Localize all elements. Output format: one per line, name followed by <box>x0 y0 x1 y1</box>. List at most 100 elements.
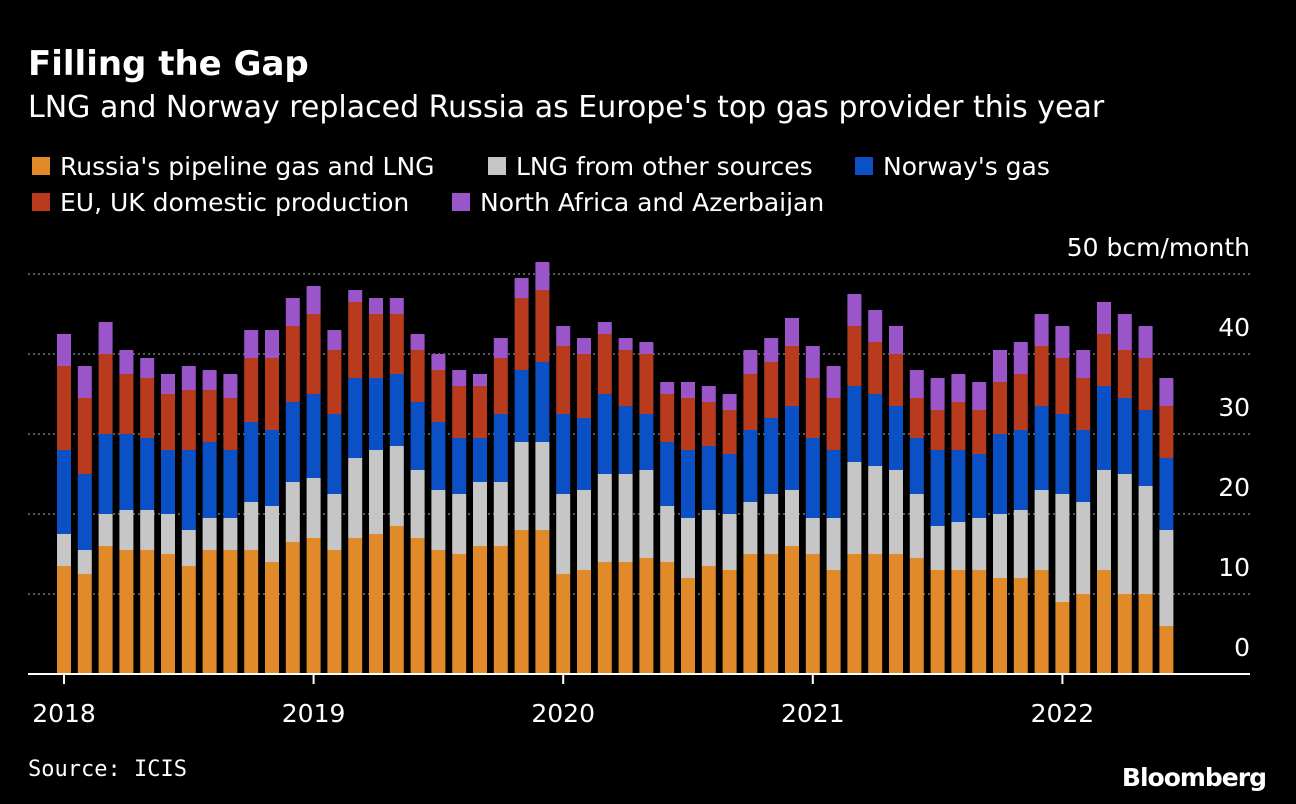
bar-segment <box>514 530 529 674</box>
bar-segment <box>265 430 279 506</box>
bar-segment <box>993 382 1007 434</box>
bar-segment <box>327 414 342 494</box>
bar-segment <box>348 538 363 674</box>
bar-segment <box>369 314 383 378</box>
bar-segment <box>993 434 1007 514</box>
legend-swatch <box>855 157 873 175</box>
bar-segment <box>348 458 363 538</box>
bar-segment <box>868 554 883 674</box>
bar-segment <box>993 578 1007 674</box>
bar-segment <box>1117 350 1132 398</box>
bar-segment <box>805 438 820 518</box>
bar-segment <box>1138 486 1153 594</box>
bar-segment <box>161 554 175 674</box>
bar-segment <box>327 550 342 674</box>
legend-label: LNG from other sources <box>516 152 813 181</box>
bar-segment <box>1013 510 1028 578</box>
bar-segment <box>223 374 238 398</box>
bar-segment <box>556 414 571 494</box>
bar-segment <box>473 546 487 674</box>
bar-segment <box>805 346 820 378</box>
bar-segment <box>514 370 529 442</box>
bar-segment <box>826 398 841 450</box>
bar-segment <box>473 374 487 386</box>
x-tick-label: 2021 <box>781 699 845 728</box>
bar-segment <box>1138 326 1153 358</box>
bar-segment <box>473 482 487 546</box>
bar-segment <box>556 574 571 674</box>
bar-segment <box>722 570 737 674</box>
bar-segment <box>244 422 259 502</box>
bar-segment <box>285 298 300 326</box>
bar-segment <box>389 374 404 446</box>
bar-segment <box>265 506 279 562</box>
bar-segment <box>764 338 779 362</box>
bar-segment <box>389 446 404 526</box>
bar-segment <box>639 354 654 414</box>
bar-segment <box>57 534 71 566</box>
bar-segment <box>868 310 883 342</box>
bar-segment <box>743 502 758 554</box>
bar-segment <box>909 558 924 674</box>
bar-segment <box>701 566 716 674</box>
bar-segment <box>556 326 571 346</box>
bar-segment <box>265 330 279 358</box>
bar-segment <box>951 570 966 674</box>
bar-segment <box>639 470 654 558</box>
bar-segment <box>993 350 1007 382</box>
bar-segment <box>930 410 945 450</box>
bar-segment <box>1076 378 1091 430</box>
legend-label: EU, UK domestic production <box>60 188 409 217</box>
bar-segment <box>826 366 841 398</box>
bar-segment <box>785 546 799 674</box>
bar-segment <box>618 338 633 350</box>
bar-segment <box>57 566 71 674</box>
bar-segment <box>410 334 425 350</box>
bar-segment <box>98 514 113 546</box>
bar-segment <box>785 406 799 490</box>
bar-segment <box>1159 626 1174 674</box>
brand-logo: Bloomberg <box>1122 763 1266 792</box>
bar-segment <box>951 522 966 570</box>
bar-segment <box>285 482 300 542</box>
bar-segment <box>826 518 841 570</box>
chart-subtitle: LNG and Norway replaced Russia as Europe… <box>28 90 1105 125</box>
bar-segment <box>181 366 196 390</box>
bar-segment <box>597 322 612 334</box>
bar-segment <box>77 366 92 398</box>
bar-segment <box>473 386 487 438</box>
bar-segment <box>265 562 279 674</box>
bar-segment <box>285 542 300 674</box>
bar-segment <box>930 450 945 526</box>
bar-segment <box>57 450 71 534</box>
legend-swatch <box>32 157 50 175</box>
bar-segment <box>202 550 217 674</box>
bar-segment <box>951 374 966 402</box>
bar-segment <box>348 290 363 302</box>
bar-segment <box>265 358 279 430</box>
bar-segment <box>722 410 737 454</box>
bar-segment <box>535 262 550 290</box>
bar-segment <box>306 286 321 314</box>
bar-segment <box>389 298 404 314</box>
bar-segment <box>431 354 446 370</box>
bar-segment <box>77 574 92 674</box>
bar-segment <box>140 378 155 438</box>
bar-segment <box>764 494 779 554</box>
legend-swatch <box>452 193 470 211</box>
bar-segment <box>639 342 654 354</box>
bar-segment <box>181 530 196 566</box>
bar-segment <box>889 354 903 406</box>
bar-segment <box>930 526 945 570</box>
bar-segment <box>369 378 383 450</box>
bar-segment <box>181 390 196 450</box>
bar-segment <box>972 570 987 674</box>
bar-segment <box>140 438 155 510</box>
bar-segment <box>452 494 467 554</box>
bar-segment <box>369 298 383 314</box>
bar-segment <box>889 406 903 470</box>
bar-segment <box>1159 458 1174 530</box>
bar-segment <box>826 450 841 518</box>
bar-segment <box>202 390 217 442</box>
bar-segment <box>1159 406 1174 458</box>
